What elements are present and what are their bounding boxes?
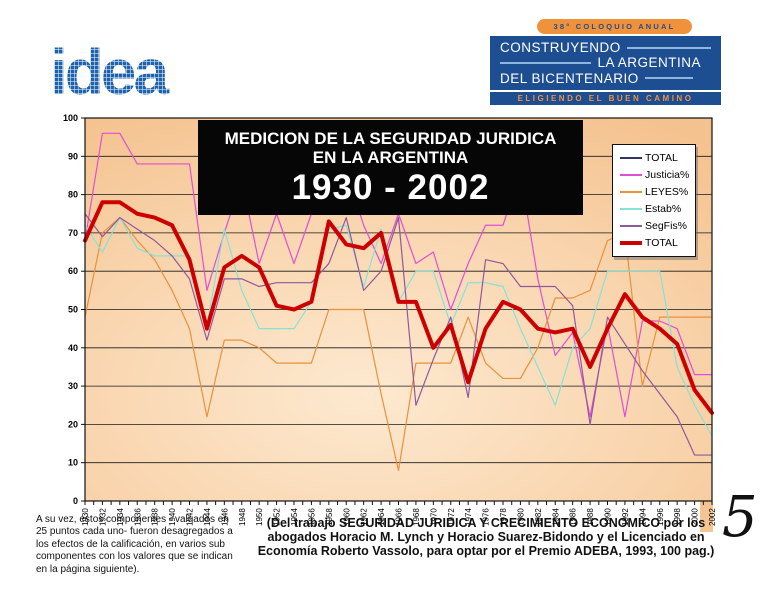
chart-fill-corner: [700, 501, 713, 532]
footnote-left: A su vez, estos componentes - valuados e…: [36, 514, 233, 575]
banner-dash-3: [644, 77, 693, 80]
svg-text:60: 60: [68, 266, 78, 276]
legend-item-Estab-3: Estab%: [620, 203, 691, 215]
svg-text:30: 30: [68, 381, 78, 391]
legend-label: TOTAL: [645, 237, 678, 249]
series-line-TOTAL-5: [83, 200, 714, 415]
banner-dash-1: [626, 46, 711, 49]
svg-text:1972: 1972: [447, 508, 456, 526]
legend-item-SegFis-4: SegFis%: [620, 220, 691, 232]
svg-text:1940: 1940: [168, 508, 177, 526]
banner-row-2: LA ARGENTINA: [500, 56, 711, 70]
banner-coloquio-pill: 38° COLOQUIO ANUAL: [537, 19, 692, 34]
svg-text:1930: 1930: [81, 508, 90, 526]
banner-row-1: CONSTRUYENDO: [500, 41, 711, 55]
legend-item-LEYES-2: LEYES%: [620, 186, 691, 198]
svg-text:1954: 1954: [290, 508, 299, 526]
banner-line3: DEL BICENTENARIO: [500, 70, 639, 86]
footnote-source-line3: Economía Roberto Vassolo, para optar por…: [257, 543, 715, 558]
banner-line1: CONSTRUYENDO: [500, 40, 621, 55]
svg-text:100: 100: [63, 113, 78, 123]
svg-text:1998: 1998: [673, 508, 682, 526]
svg-text:1980: 1980: [516, 508, 525, 526]
chart-title-years: 1930 - 2002: [291, 168, 490, 207]
svg-text:1958: 1958: [325, 508, 334, 526]
svg-text:1996: 1996: [656, 508, 665, 526]
svg-text:70: 70: [68, 228, 78, 238]
series-line-LEYES-2: [84, 216, 713, 471]
svg-text:2002: 2002: [708, 508, 717, 526]
legend-label: SegFis%: [645, 220, 688, 232]
svg-text:1978: 1978: [499, 508, 508, 526]
footnote-source: (Del trabajo SEGURIDAD JURIDICA Y CRECIM…: [240, 516, 732, 558]
legend-line-sample: [620, 191, 642, 193]
svg-text:1952: 1952: [273, 508, 282, 526]
idea-logo: idea: [50, 36, 169, 108]
svg-text:1992: 1992: [621, 508, 630, 526]
svg-text:20: 20: [68, 419, 78, 429]
footnote-source-line1: (Del trabajo SEGURIDAD JURIDICA Y CRECIM…: [266, 516, 706, 530]
series-line-SegFis-4: [84, 213, 713, 456]
svg-text:10: 10: [68, 458, 78, 468]
svg-text:1986: 1986: [569, 508, 578, 526]
svg-text:1968: 1968: [412, 508, 421, 526]
banner-line2: LA ARGENTINA: [597, 55, 701, 71]
svg-text:2000: 2000: [691, 508, 700, 526]
svg-text:1950: 1950: [255, 508, 264, 526]
svg-text:1970: 1970: [429, 508, 438, 526]
legend-item-Justicia-1: Justicia%: [620, 169, 691, 181]
svg-text:1956: 1956: [307, 508, 316, 526]
chart-title-line2: EN LA ARGENTINA: [312, 148, 469, 167]
svg-text:1990: 1990: [604, 508, 613, 526]
legend-item-TOTAL-5: TOTAL: [620, 237, 691, 249]
svg-text:1966: 1966: [395, 508, 404, 526]
y-axis: 0 10 20 30 40 50 60 70 80 90 100: [63, 113, 85, 506]
legend-label: LEYES%: [645, 186, 689, 198]
svg-text:1988: 1988: [586, 508, 595, 526]
svg-text:1936: 1936: [133, 508, 142, 526]
chart-title-box: MEDICION DE LA SEGURIDAD JURIDICA EN LA …: [198, 120, 583, 215]
chart-legend: TOTAL Justicia% LEYES% Estab% SegFis% TOTAL: [612, 144, 696, 257]
svg-text:90: 90: [68, 151, 78, 161]
svg-text:1944: 1944: [203, 508, 212, 526]
footnote-source-line2: abogados Horacio M. Lynch y Horacio Suar…: [267, 529, 705, 544]
svg-text:0: 0: [73, 496, 78, 506]
svg-text:40: 40: [68, 343, 78, 353]
svg-text:1984: 1984: [551, 508, 560, 526]
banner-dash-2: [500, 62, 592, 64]
svg-text:1946: 1946: [220, 508, 229, 526]
legend-line-sample: [620, 208, 642, 210]
svg-text:1932: 1932: [98, 508, 107, 526]
svg-text:1960: 1960: [342, 508, 351, 526]
banner-tagline: ELIGIENDO EL BUEN CAMINO: [490, 92, 721, 105]
x-axis-ticks: [84, 501, 713, 505]
svg-text:50: 50: [68, 305, 78, 315]
svg-text:1994: 1994: [638, 508, 647, 526]
banner-row-3: DEL BICENTENARIO: [500, 70, 711, 86]
chart-title-line1: MEDICION DE LA SEGURIDAD JURIDICA: [224, 129, 557, 148]
legend-label: Estab%: [645, 203, 682, 215]
svg-text:1962: 1962: [360, 508, 369, 526]
svg-text:1964: 1964: [377, 508, 386, 526]
svg-text:80: 80: [68, 190, 78, 200]
legend-line-sample: [620, 174, 642, 176]
legend-line-sample: [620, 241, 642, 245]
svg-text:1982: 1982: [534, 508, 543, 526]
legend-item-TOTAL-0: TOTAL: [620, 152, 691, 164]
legend-label: TOTAL: [645, 152, 678, 164]
x-axis-labels: 1930 1932 1934 1936 1938 1940 1942 1944 1946 1948…: [81, 508, 717, 526]
banner-main: CONSTRUYENDO LA ARGENTINA DEL BICENTENAR…: [490, 36, 721, 90]
legend-line-sample: [620, 225, 642, 227]
svg-text:1974: 1974: [464, 508, 473, 526]
page-number: 5: [722, 485, 758, 550]
svg-text:1948: 1948: [238, 508, 247, 526]
svg-text:1938: 1938: [151, 508, 160, 526]
legend-line-sample: [620, 157, 642, 159]
svg-text:1976: 1976: [482, 508, 491, 526]
svg-text:1942: 1942: [186, 508, 195, 526]
legend-label: Justicia%: [645, 169, 690, 181]
svg-text:1934: 1934: [116, 508, 125, 526]
